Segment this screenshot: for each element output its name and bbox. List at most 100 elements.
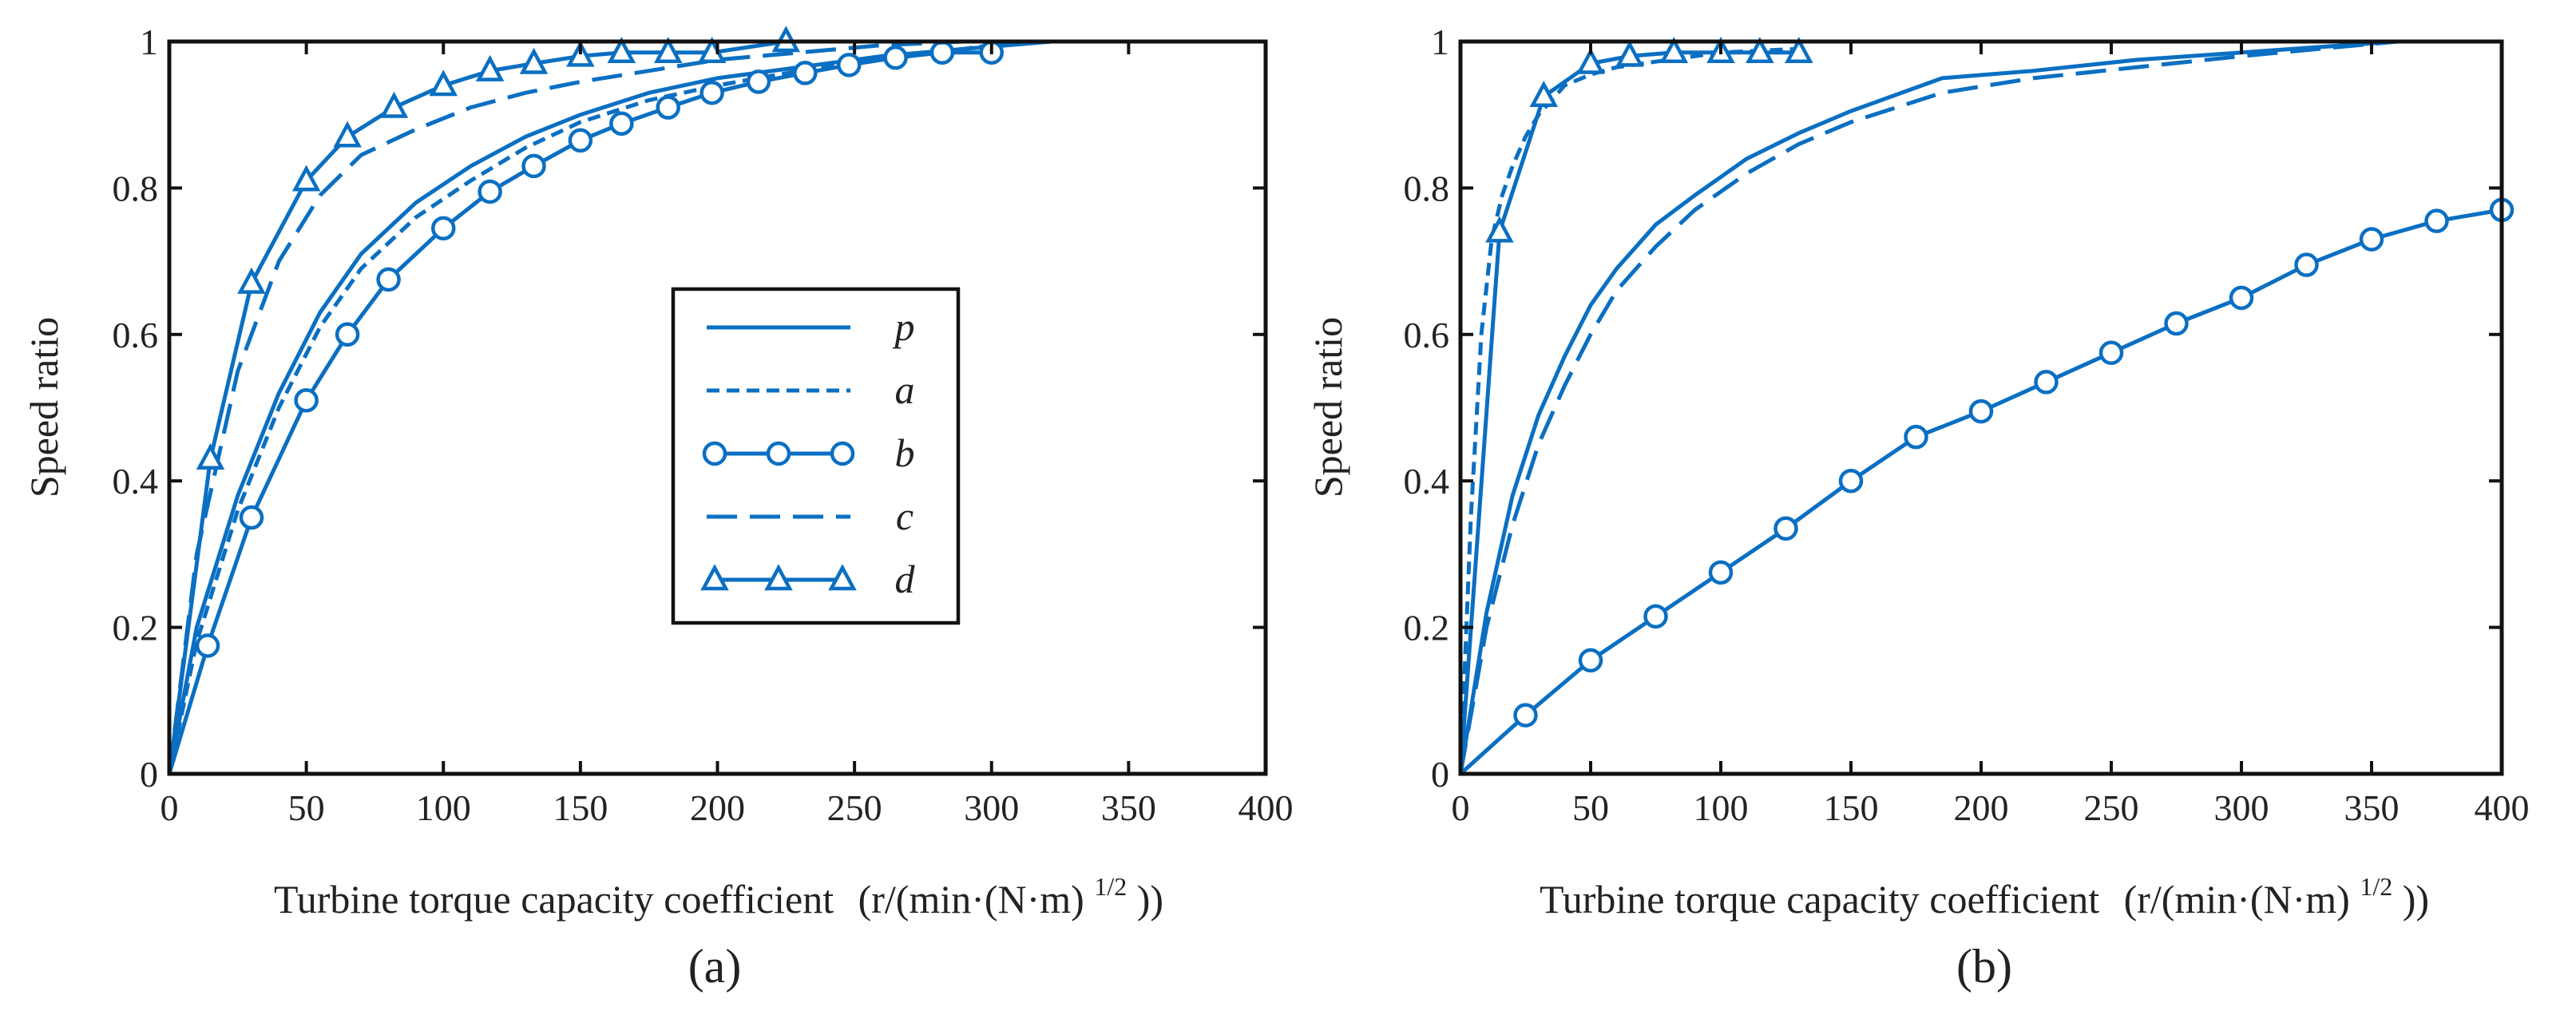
series-line-a-c <box>167 39 965 775</box>
point-b-d-7 <box>1746 37 1774 64</box>
point-b-b-15 <box>2424 208 2449 233</box>
legend-marker-d-1 <box>764 564 793 591</box>
point-b-d-8 <box>1785 37 1813 64</box>
y-tick-label-b-1: 0.2 <box>1404 608 1450 648</box>
point-b-b-4 <box>1708 560 1734 585</box>
point-a-d-11 <box>653 37 683 64</box>
x-axis-unit-b: (r/(min·(N·m) <box>2124 877 2350 922</box>
point-b-d-5 <box>1659 37 1689 64</box>
point-a-d-9 <box>566 40 595 67</box>
point-a-b-13 <box>746 69 771 94</box>
point-a-b-10 <box>609 111 634 136</box>
y-tick-label-a-5: 1 <box>140 22 158 62</box>
x-tick-label-a-2: 100 <box>416 787 471 828</box>
x-tick-label-b-3: 150 <box>1824 787 1879 828</box>
point-a-d-2 <box>237 267 266 294</box>
point-a-d-5 <box>379 91 409 118</box>
point-b-d-4 <box>1615 40 1644 67</box>
point-a-d-6 <box>429 69 458 97</box>
panel-a: 0 50 100 150 200 250 300 350 400 0 0.2 0.4 0.6 0.8 1 S… <box>22 22 1294 993</box>
point-a-b-17 <box>929 40 955 65</box>
legend-marker-b-0 <box>702 441 727 466</box>
ticks-b: 0 50 100 150 200 250 300 350 400 0 0.2 0.4 0.6 0.8 1 <box>1404 22 2530 828</box>
x-axis-unit-sup-a: 1/2 <box>1094 872 1127 901</box>
x-axis-unit-close-a: )) <box>1137 877 1163 922</box>
point-b-b-12 <box>2229 285 2254 311</box>
x-axis-unit-a: (r/(min·(N·m) <box>858 877 1084 922</box>
y-tick-label-a-1: 0.2 <box>113 608 159 648</box>
point-a-b-12 <box>699 80 724 105</box>
point-a-d-4 <box>333 121 362 148</box>
point-a-b-8 <box>521 153 546 179</box>
x-tick-label-a-5: 250 <box>827 787 882 828</box>
x-tick-label-b-2: 100 <box>1694 787 1749 828</box>
x-axis-label-b: Turbine torque capacity coefficient (r/(… <box>1540 859 2429 922</box>
point-a-b-7 <box>478 179 502 204</box>
plot-area-a <box>167 26 1052 775</box>
point-b-d-2 <box>1529 81 1559 108</box>
x-tick-label-b-8: 400 <box>2475 787 2530 828</box>
y-tick-label-a-2: 0.4 <box>113 461 159 502</box>
point-a-d-3 <box>291 165 321 192</box>
y-tick-label-b-5: 1 <box>1431 22 1449 62</box>
x-axis-label-text-a: Turbine torque capacity coefficient <box>274 877 834 922</box>
legend-label-c: c <box>896 494 913 538</box>
point-a-d-10 <box>607 37 636 64</box>
panel-caption-a: (a) <box>688 940 742 993</box>
point-b-b-5 <box>1773 516 1798 541</box>
x-tick-label-b-4: 200 <box>1954 787 2009 828</box>
legend-label-a: a <box>895 367 915 412</box>
x-axis-label-text-b: Turbine torque capacity coefficient <box>1540 877 2099 922</box>
legend-marker-b-1 <box>766 441 791 466</box>
point-a-b-4 <box>335 322 360 347</box>
point-a-b-6 <box>431 216 456 241</box>
legend-label-b: b <box>895 430 915 475</box>
y-tick-label-a-4: 0.8 <box>113 168 159 208</box>
point-b-b-13 <box>2294 252 2319 277</box>
series-line-b-p <box>1458 39 2398 775</box>
legend-marker-b-2 <box>830 441 855 466</box>
point-b-b-3 <box>1643 604 1668 629</box>
point-b-d-1 <box>1485 216 1514 243</box>
x-axis-unit-sup-b: 1/2 <box>2360 872 2392 901</box>
point-a-d-1 <box>196 442 225 470</box>
x-tick-label-b-7: 350 <box>2344 787 2400 828</box>
x-axis-unit-close-b: )) <box>2403 877 2429 922</box>
x-axis-label-a: Turbine torque capacity coefficient (r/(… <box>274 859 1163 922</box>
legend-label-p: p <box>893 304 915 349</box>
point-a-b-1 <box>195 633 220 658</box>
series-line-b-d <box>1458 50 1799 775</box>
y-tick-label-a-3: 0.6 <box>113 315 159 355</box>
point-a-d-7 <box>475 54 505 81</box>
point-b-b-7 <box>1904 424 1928 450</box>
series-line-b-a <box>1458 46 1799 775</box>
series-line-b-b <box>1459 208 2503 775</box>
point-b-b-2 <box>1578 648 1603 673</box>
x-tick-label-b-6: 300 <box>2214 787 2269 828</box>
point-b-b-11 <box>2164 311 2189 336</box>
panel-caption-b: (b) <box>1956 940 2012 993</box>
legend-label-d: d <box>895 557 916 601</box>
point-b-b-9 <box>2034 370 2059 395</box>
point-a-b-9 <box>568 128 593 153</box>
point-a-b-16 <box>883 45 908 70</box>
y-axis-label-a: Speed ratio <box>22 317 66 498</box>
y-tick-label-b-4: 0.8 <box>1404 168 1450 208</box>
y-tick-label-b-3: 0.6 <box>1404 315 1450 355</box>
point-a-b-11 <box>656 95 680 120</box>
plot-area-b <box>1458 37 2515 775</box>
point-a-b-15 <box>837 53 862 77</box>
point-b-d-3 <box>1576 47 1605 74</box>
point-a-b-3 <box>294 388 319 413</box>
point-b-b-6 <box>1838 468 1864 494</box>
x-tick-label-b-1: 50 <box>1572 787 1609 828</box>
legend-marker-d-0 <box>700 564 729 591</box>
point-b-b-8 <box>1968 398 1994 424</box>
y-axis-label-b: Speed ratio <box>1306 317 1350 498</box>
x-tick-label-a-6: 300 <box>964 787 1019 828</box>
panel-b: 0 50 100 150 200 250 300 350 400 0 0.2 0.4 0.6 0.8 1 S… <box>1306 22 2530 993</box>
point-a-b-14 <box>793 61 818 85</box>
